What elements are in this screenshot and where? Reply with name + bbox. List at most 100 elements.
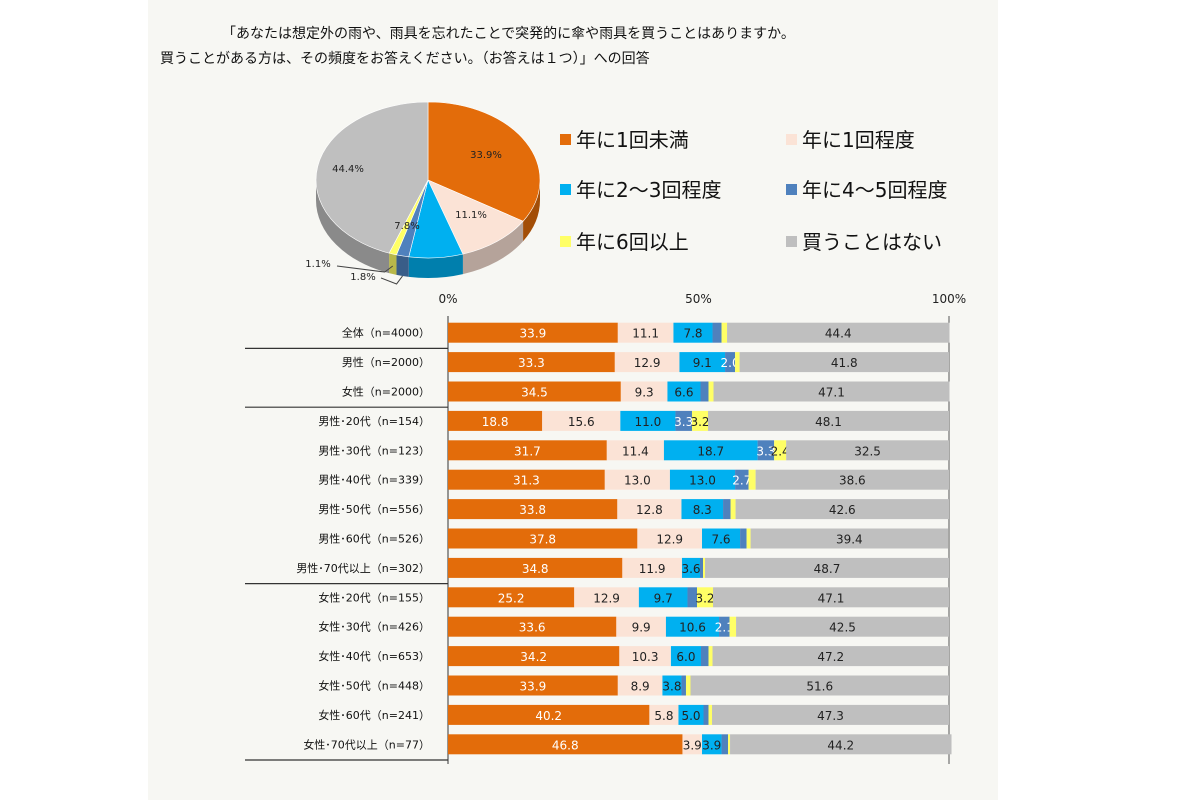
- bar-value-label: 2.4: [771, 444, 790, 458]
- bar-value-label: 12.9: [634, 356, 661, 370]
- bar-segment: [673, 322, 713, 343]
- bar-value-label: 13.0: [689, 474, 716, 488]
- bar-segment: [616, 616, 666, 637]
- bar-segment: [712, 646, 949, 667]
- bar-value-label: 44.2: [827, 738, 854, 752]
- category-label: 男性･70代以上（n=302）: [296, 561, 430, 575]
- bar-segment: [649, 704, 679, 725]
- question-line-2: 買うことがある方は、その頻度をお答えください。（お答えは１つ）」への回答: [160, 51, 650, 67]
- bar-value-label: 33.8: [519, 503, 546, 517]
- bar-value-label: 42.6: [829, 503, 856, 517]
- pie-value-label: 33.9%: [470, 150, 502, 161]
- bar-value-label: 3.2: [695, 591, 714, 605]
- bar-segment: [750, 528, 948, 549]
- bar-value-label: 32.5: [854, 444, 881, 458]
- bar-value-label: 47.1: [818, 591, 845, 605]
- bar-segment: [685, 675, 691, 696]
- bar-segment: [721, 322, 728, 343]
- bar-segment: [702, 528, 741, 549]
- bar-value-label: 33.9: [520, 327, 547, 341]
- bar-segment: [696, 587, 714, 608]
- legend-label: 年に4～5回程度: [802, 178, 948, 202]
- bar-segment: [542, 410, 621, 431]
- category-label: 男性･60代（n=526）: [318, 532, 430, 546]
- bar-segment: [721, 734, 729, 755]
- bar-segment: [703, 557, 706, 578]
- bar-value-label: 18.8: [482, 415, 509, 429]
- bar-segment: [727, 322, 950, 343]
- bar-segment: [708, 704, 713, 725]
- bar-value-label: 6.0: [676, 650, 695, 664]
- bar-value-label: 31.7: [514, 444, 541, 458]
- bar-segment: [448, 499, 618, 520]
- bar-value-label: 47.2: [817, 650, 844, 664]
- x-tick-label: 0%: [438, 292, 457, 306]
- bar-segment: [728, 734, 731, 755]
- bar-value-label: 51.6: [806, 680, 833, 694]
- bar-value-label: 12.8: [636, 503, 663, 517]
- bar-value-label: 3.3: [756, 444, 775, 458]
- bar-value-label: 8.9: [631, 680, 650, 694]
- bar-value-label: 15.6: [568, 415, 595, 429]
- pie-value-label: 11.1%: [455, 210, 487, 221]
- bar-segment: [681, 557, 701, 578]
- bar-value-label: 39.4: [836, 533, 863, 547]
- bar-segment: [448, 469, 605, 490]
- legend-label: 年に1回未満: [576, 128, 689, 152]
- bar-segment: [713, 587, 949, 608]
- bar-value-label: 38.6: [839, 474, 866, 488]
- bar-value-label: 12.9: [593, 591, 620, 605]
- bar-segment: [679, 352, 726, 373]
- bar-segment: [662, 675, 682, 696]
- bar-segment: [620, 381, 668, 402]
- pie-slice-side: [389, 253, 397, 275]
- bar-value-label: 48.1: [815, 415, 842, 429]
- category-label: 女性･70代以上（n=77）: [303, 737, 430, 751]
- bar-segment: [712, 322, 722, 343]
- bar-value-label: 8.3: [693, 503, 712, 517]
- bar-segment: [681, 499, 724, 520]
- bar-value-label: 3.6: [681, 562, 700, 576]
- bar-segment: [675, 410, 692, 431]
- bar-value-label: 11.4: [622, 444, 649, 458]
- bar-value-label: 42.5: [829, 621, 856, 635]
- bar-segment: [730, 499, 736, 520]
- bar-segment: [740, 528, 747, 549]
- bar-value-label: 47.3: [817, 709, 844, 723]
- bar-value-label: 34.8: [522, 562, 549, 576]
- bar-segment: [637, 528, 703, 549]
- category-label: 女性･50代（n=448）: [318, 679, 430, 693]
- bar-segment: [622, 557, 682, 578]
- bar-value-label: 41.8: [831, 356, 858, 370]
- legend-swatch: [786, 134, 797, 145]
- bar-segment: [700, 381, 709, 402]
- legend-label: 年に6回以上: [576, 230, 689, 254]
- category-label: 男性･50代（n=556）: [318, 502, 430, 516]
- pie-slice-side: [408, 254, 463, 279]
- bar-value-label: 33.6: [519, 621, 546, 635]
- bar-segment: [708, 381, 714, 402]
- category-label: 男性･40代（n=339）: [318, 473, 430, 487]
- bar-value-label: 3.2: [690, 415, 709, 429]
- bar-segment: [705, 557, 949, 578]
- bar-value-label: 11.1: [632, 327, 659, 341]
- bar-segment: [735, 352, 740, 373]
- bar-value-label: 33.9: [520, 680, 547, 694]
- bar-value-label: 25.2: [498, 591, 525, 605]
- pie-slice: [427, 179, 524, 255]
- bar-segment: [746, 528, 751, 549]
- bar-segment: [739, 352, 949, 373]
- bar-segment: [702, 734, 722, 755]
- bar-segment: [729, 616, 737, 637]
- bar-value-label: 7.8: [683, 327, 702, 341]
- bar-segment: [638, 587, 688, 608]
- bar-segment: [606, 440, 664, 461]
- bar-segment: [719, 616, 730, 637]
- bar-value-label: 3.9: [683, 738, 702, 752]
- bar-segment: [774, 440, 787, 461]
- bar-segment: [448, 410, 543, 431]
- bar-value-label: 18.7: [697, 444, 724, 458]
- bar-value-label: 5.8: [654, 709, 673, 723]
- bar-segment: [725, 352, 736, 373]
- bar-segment: [619, 646, 671, 667]
